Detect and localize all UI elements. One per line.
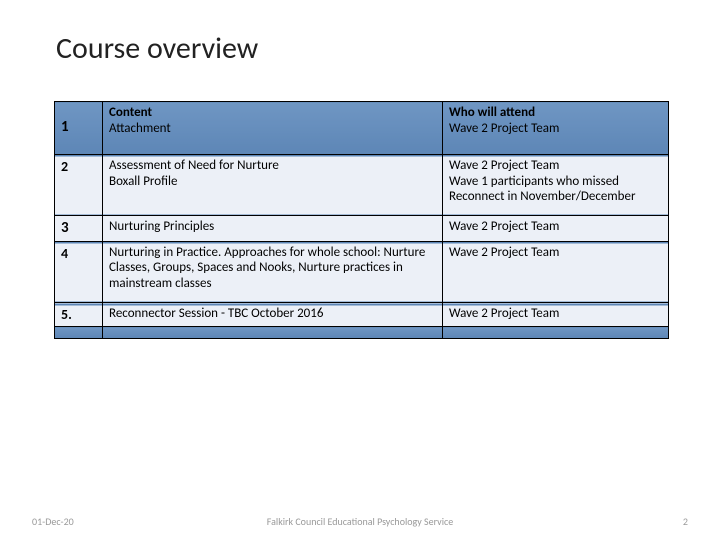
header-attend-value: Wave 2 Project Team [449,121,662,151]
slide: Course overview 1 Content Attachment Who… [0,0,720,540]
table-row: 3 Nurturing Principles Wave 2 Project Te… [55,216,669,241]
table-row: 4 Nurturing in Practice. Approaches for … [55,241,669,303]
table-header-row: 1 Content Attachment Who will attend Wav… [55,102,669,155]
row-number: 5. [55,303,103,327]
table-footer-strip [55,327,669,339]
header-attend-label: Who will attend [449,105,535,120]
header-attend: Who will attend Wave 2 Project Team [443,102,669,155]
header-content-value: Attachment [109,121,436,151]
footer-page: 2 [683,515,688,528]
row-content: Nurturing Principles [103,216,443,241]
row-attend: Wave 2 Project Team [443,303,669,327]
row-content: Reconnector Session - TBC October 2016 [103,303,443,327]
header-content-label: Content [109,105,152,120]
row-number: 4 [55,241,103,303]
table-row: 2 Assessment of Need for NurtureBoxall P… [55,154,669,216]
course-table: 1 Content Attachment Who will attend Wav… [54,101,669,339]
row-content: Nurturing in Practice. Approaches for wh… [103,241,443,303]
page-title: Course overview [56,30,670,67]
footer-org: Falkirk Council Educational Psychology S… [0,515,720,528]
header-content: Content Attachment [103,102,443,155]
row-number: 3 [55,216,103,241]
row-attend: Wave 2 Project Team [443,241,669,303]
row-attend: Wave 2 Project TeamWave 1 participants w… [443,154,669,216]
row-attend: Wave 2 Project Team [443,216,669,241]
header-number: 1 [55,102,103,155]
row-number: 2 [55,154,103,216]
row-content: Assessment of Need for NurtureBoxall Pro… [103,154,443,216]
table-row: 5. Reconnector Session - TBC October 201… [55,303,669,327]
